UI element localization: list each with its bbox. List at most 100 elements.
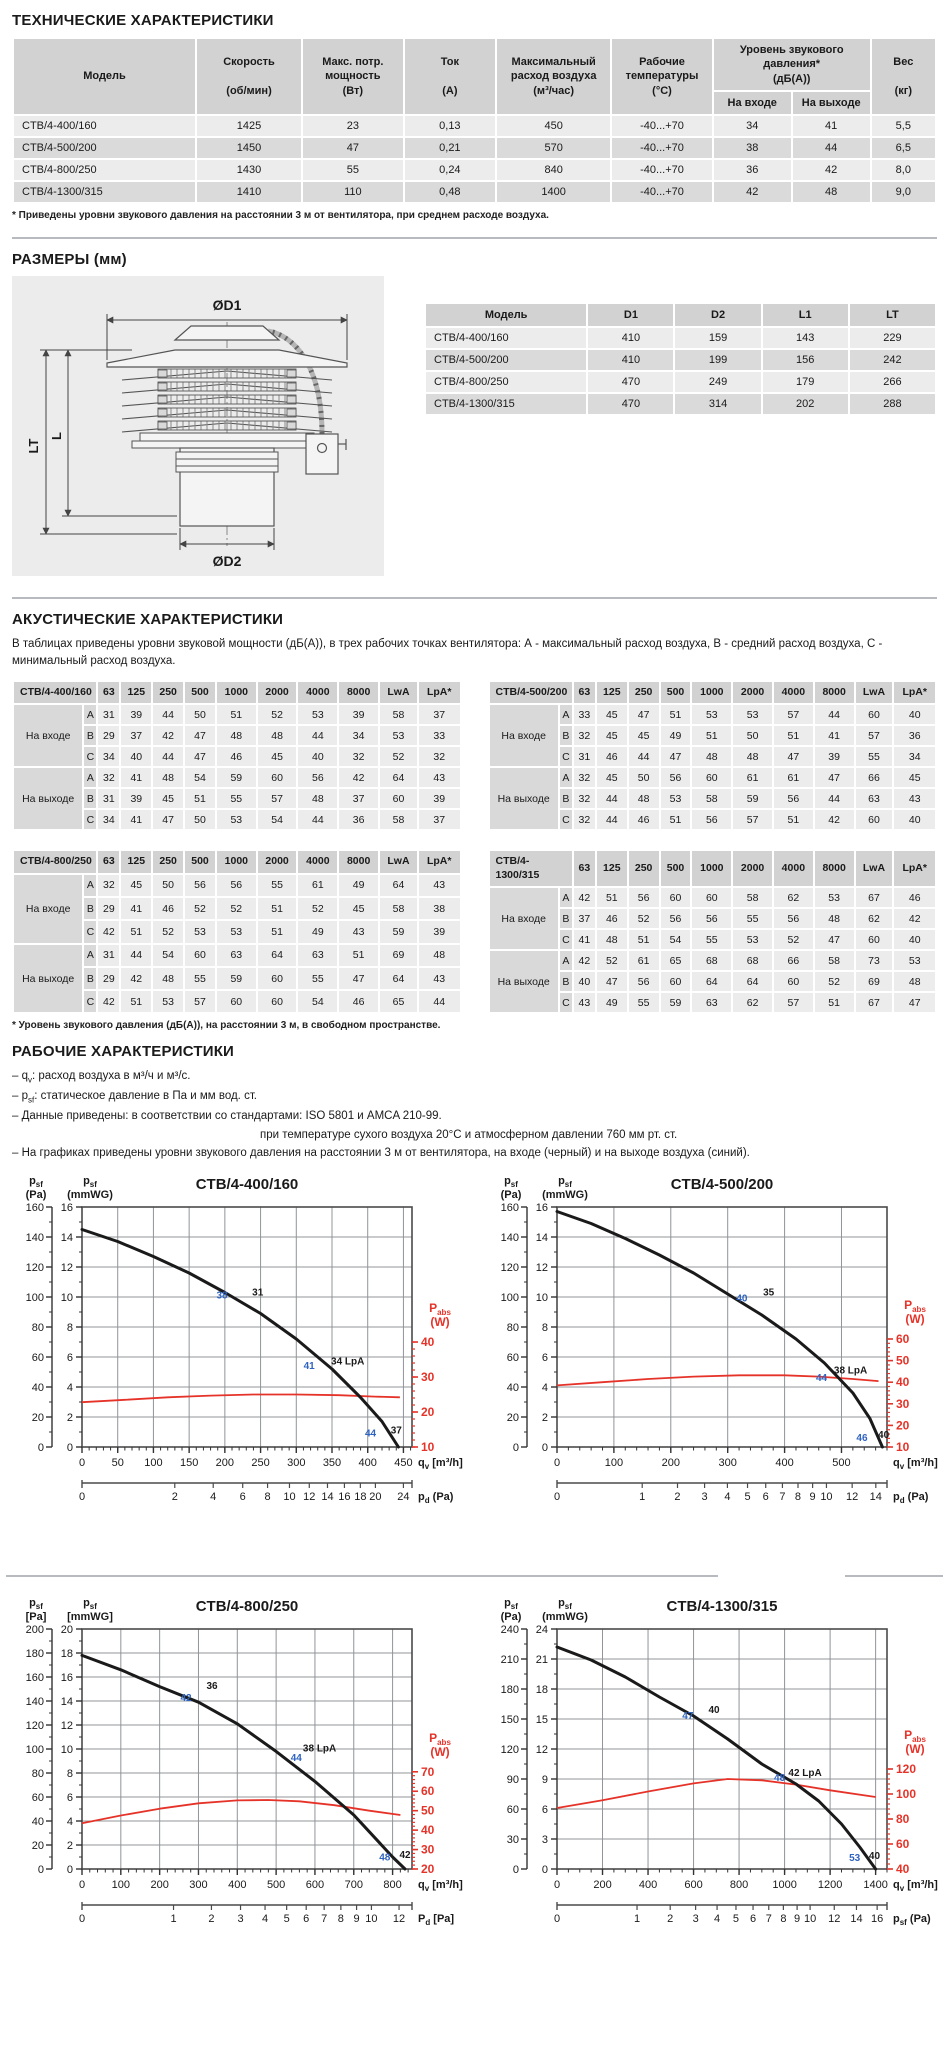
dim-label-l: L <box>49 432 64 440</box>
dim-label-lt: LT <box>26 439 41 454</box>
table-cell: 58 <box>380 705 417 725</box>
table-cell: 36 <box>894 726 935 746</box>
table-cell: 60 <box>692 768 732 788</box>
table-cell: 43 <box>418 967 460 990</box>
table-cell: 56 <box>660 768 691 788</box>
table-cell: 48 <box>733 747 772 767</box>
freq-header: 8000 <box>814 681 854 704</box>
table-cell: CTB/4-500/200 <box>14 138 195 159</box>
svg-text:10: 10 <box>61 1744 73 1756</box>
table-cell: 58 <box>733 888 772 908</box>
table-cell: 42 <box>98 991 120 1013</box>
table-cell: 69 <box>855 972 893 992</box>
table-cell: 59 <box>216 768 256 788</box>
table-cell: 570 <box>497 138 611 159</box>
table-cell: 56 <box>185 874 215 897</box>
freq-header: 250 <box>153 851 184 873</box>
table-cell: 29 <box>98 967 120 990</box>
table-cell: 56 <box>298 768 338 788</box>
table-cell: 47 <box>628 705 659 725</box>
table-cell: 314 <box>675 394 761 415</box>
table-cell: 60 <box>692 888 732 908</box>
table-cell: 60 <box>185 944 215 966</box>
svg-text:9: 9 <box>809 1491 815 1503</box>
curve-annotation: 53 <box>849 1853 861 1864</box>
table-cell: 52 <box>380 747 417 767</box>
table-cell: 47 <box>773 747 813 767</box>
svg-text:18: 18 <box>61 1648 73 1660</box>
table-cell: 53 <box>153 991 184 1013</box>
svg-text:60: 60 <box>421 1785 435 1799</box>
svg-text:20: 20 <box>32 1840 44 1852</box>
table-cell: 60 <box>380 789 417 809</box>
table-cell: 50 <box>733 726 772 746</box>
svg-text:0: 0 <box>67 1864 73 1876</box>
point-label: A <box>84 874 97 897</box>
svg-text:160: 160 <box>500 1202 518 1214</box>
svg-text:400: 400 <box>359 1457 377 1469</box>
svg-text:18: 18 <box>354 1491 366 1503</box>
table-cell: 51 <box>121 991 152 1013</box>
table-cell: CTB/4-1300/315 <box>14 182 195 203</box>
table-cell: 45 <box>121 874 152 897</box>
performance-charts: 0 20 40 60 80 100 120 140 160 0 2 4 6 8 10 12 14 16 0 50 100… <box>6 1173 943 1979</box>
svg-text:pd (Pa): pd (Pa) <box>893 1491 929 1505</box>
table-cell: 53 <box>660 789 691 809</box>
table-cell: 60 <box>257 768 297 788</box>
table-cell: 43 <box>418 874 460 897</box>
table-cell: 41 <box>121 810 152 830</box>
table-cell: 43 <box>418 768 460 788</box>
table-cell: 59 <box>733 789 772 809</box>
table-cell: 47 <box>596 972 627 992</box>
svg-text:60: 60 <box>507 1804 519 1816</box>
table-cell: 43 <box>573 993 595 1013</box>
svg-text:qv [m³/h]: qv [m³/h] <box>893 1457 938 1471</box>
table-row: B 29 37 42 47 48 48 44 34 53 33 <box>14 726 460 746</box>
table-cell: 470 <box>588 372 674 393</box>
svg-text:40: 40 <box>896 1862 910 1876</box>
svg-text:1: 1 <box>171 1913 177 1925</box>
table-cell: 48 <box>692 747 732 767</box>
table-cell: 37 <box>573 909 595 929</box>
svg-text:0: 0 <box>67 1442 73 1454</box>
table-cell: 50 <box>628 768 659 788</box>
curve-annotation: 44 <box>816 1373 828 1384</box>
table-cell: 63 <box>216 944 256 966</box>
svg-text:400: 400 <box>775 1457 793 1469</box>
svg-text:12: 12 <box>536 1262 548 1274</box>
svg-text:40: 40 <box>32 1816 44 1828</box>
table-cell: 45 <box>628 726 659 746</box>
table-cell: 45 <box>894 768 935 788</box>
svg-text:20: 20 <box>896 1419 910 1433</box>
svg-text:40: 40 <box>896 1375 910 1389</box>
charts-divider <box>6 1575 943 1578</box>
freq-header: 63 <box>98 681 120 704</box>
table-row: B 40 47 56 60 64 64 60 52 69 48 <box>490 972 935 992</box>
table-cell: 58 <box>814 951 854 971</box>
svg-text:10: 10 <box>820 1491 832 1503</box>
group-label-inlet: На входе <box>14 874 83 943</box>
operating-notes: – qv: расход воздуха в м³/ч и м³/с. – psf… <box>12 1068 937 1163</box>
table-cell: 40 <box>573 972 595 992</box>
svg-text:100: 100 <box>896 1787 916 1801</box>
table-cell: 48 <box>216 726 256 746</box>
point-label: A <box>559 888 572 908</box>
freq-header: LpA* <box>418 851 460 873</box>
table-cell: 68 <box>692 951 732 971</box>
table-cell: 29 <box>98 898 120 920</box>
table-cell: CTB/4-400/160 <box>426 328 587 349</box>
chart-title: CTB/4-800/250 <box>196 1598 299 1615</box>
table-cell: 48 <box>153 967 184 990</box>
point-label: B <box>84 789 97 809</box>
curve-annotation: 31 <box>252 1288 264 1299</box>
table-cell: 48 <box>628 789 659 809</box>
point-label: B <box>84 967 97 990</box>
curve-annotation: 46 <box>856 1433 868 1444</box>
freq-header: LwA <box>855 681 893 704</box>
table-cell: 44 <box>298 810 338 830</box>
table-cell: 51 <box>257 921 297 943</box>
table-cell: 110 <box>303 182 403 203</box>
table-cell: 64 <box>380 967 417 990</box>
svg-text:40: 40 <box>32 1382 44 1394</box>
